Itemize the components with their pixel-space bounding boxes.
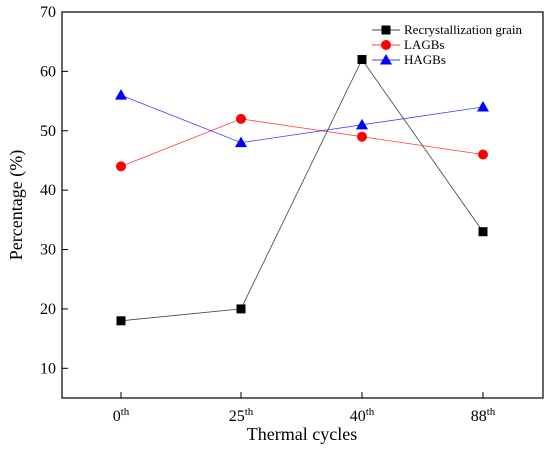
x-tick-label-superscript: th [245,406,254,418]
x-axis-title: Thermal cycles [247,424,357,444]
data-point [357,131,367,142]
y-tick-label: 10 [40,360,56,377]
data-point [116,316,126,326]
series-line [120,94,484,144]
legend-label: Recrystallization grain [404,22,523,37]
x-tick-label: 88th [471,406,496,425]
x-axis: 0th 25th 40th 88th [113,392,496,425]
legend-item: Recrystallization grain [372,22,523,37]
legend-marker [380,54,392,65]
series-triangle [115,89,489,148]
series-line [120,118,484,167]
series-layer [115,55,489,326]
y-axis: 10 20 30 40 50 60 70 [40,4,68,377]
data-point [235,136,247,148]
x-tick-label-superscript: th [366,406,375,418]
legend-item: HAGBs [372,52,446,67]
y-tick-label: 50 [40,123,56,140]
series-square [116,55,488,326]
data-point [116,161,126,172]
data-point [477,101,489,112]
data-point [115,89,127,100]
x-tick-label-superscript: th [487,406,496,418]
y-axis-title: Percentage (%) [6,150,27,260]
legend-label: LAGBs [404,37,444,52]
y-tick-label: 60 [40,63,56,80]
data-point [236,304,246,314]
y-tick-label: 30 [40,242,56,259]
legend-item: LAGBs [372,37,444,52]
x-tick-label-base: 88 [471,408,487,425]
data-point [357,55,367,65]
data-point [478,149,488,160]
legend-marker [381,25,391,35]
y-tick-label: 40 [40,182,56,199]
x-tick-label: 25th [229,406,254,425]
series-line [120,58,484,322]
x-tick-label: 40th [350,406,375,425]
x-tick-label: 0th [113,406,130,425]
y-tick-label: 70 [40,4,56,21]
legend-marker [381,40,391,50]
x-tick-label-base: 25 [229,408,245,425]
legend-label: HAGBs [404,52,446,67]
data-point [478,227,488,237]
data-point [356,118,368,130]
x-tick-label-superscript: th [121,406,130,418]
x-tick-label-base: 0 [113,408,121,425]
plot-frame [61,11,544,399]
data-point [236,113,246,124]
y-tick-label: 20 [40,301,56,318]
series-circle [116,113,488,172]
x-tick-label-base: 40 [350,408,366,425]
